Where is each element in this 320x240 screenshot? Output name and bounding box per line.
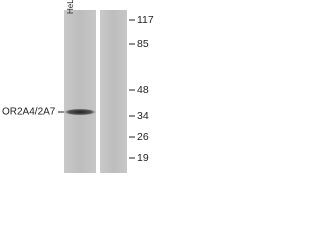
- marker-label: 117: [137, 14, 154, 26]
- marker-label: 85: [137, 38, 149, 50]
- lane-1: [64, 10, 96, 173]
- marker-label: 19: [137, 152, 149, 164]
- protein-band: [63, 108, 97, 116]
- marker-label: 26: [137, 131, 149, 143]
- marker-label: 34: [137, 110, 149, 122]
- marker-ladder: 117 85 48 34 26 19: [129, 14, 154, 164]
- band-label: OR2A4/2A7: [2, 107, 56, 118]
- lane-2: [100, 10, 127, 173]
- western-blot: HeLa OR2A4/2A7 117 85 48 34 26 19: [2, 0, 154, 173]
- marker-label: 48: [137, 84, 149, 96]
- lane-label: HeLa: [66, 0, 75, 14]
